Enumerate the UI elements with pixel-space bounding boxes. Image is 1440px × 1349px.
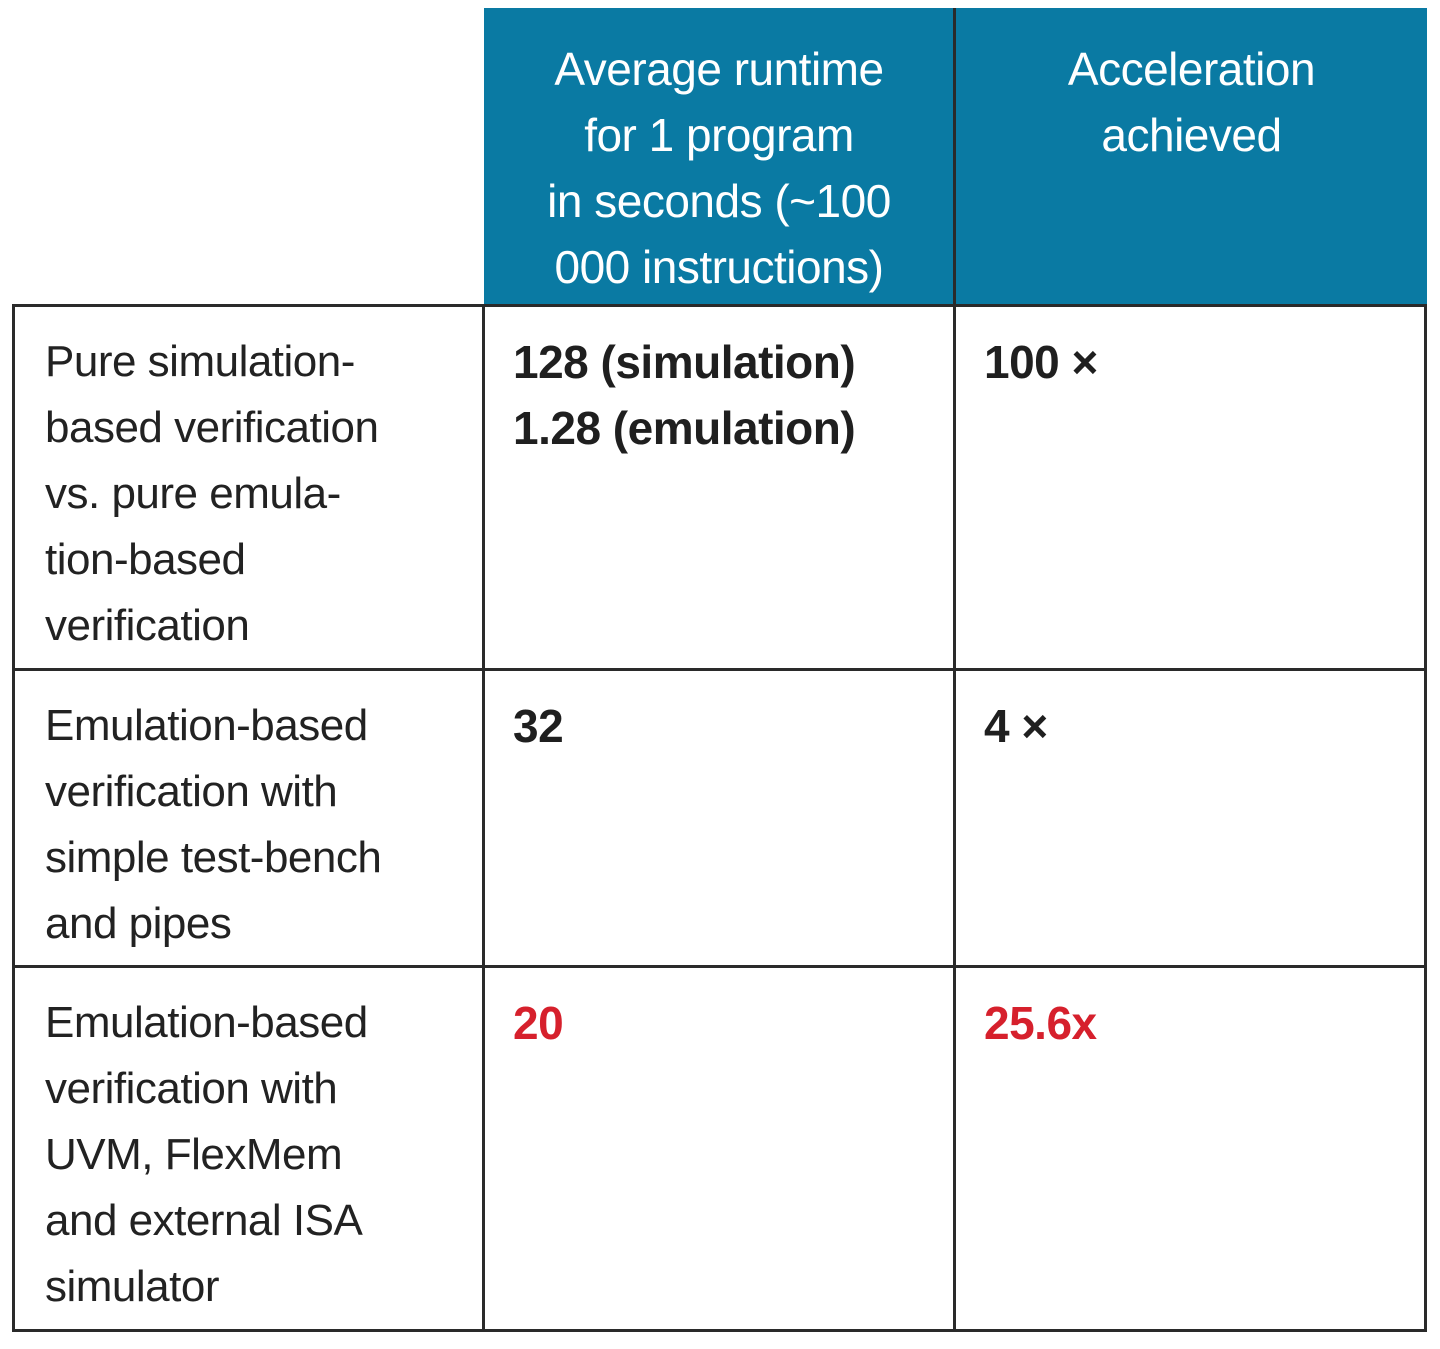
runtime-value-highlighted: 20 — [485, 968, 953, 1329]
header-acceleration-line: achieved — [1101, 109, 1282, 161]
row-label-line: verification — [45, 601, 250, 650]
row-label-line: simple test-bench — [45, 833, 382, 882]
row-label-line: verification with — [45, 1064, 338, 1113]
row-label-line: verification with — [45, 767, 338, 816]
column-header-runtime: Average runtime for 1 program in seconds… — [484, 8, 954, 305]
acceleration-value-highlighted: 25.6x — [956, 968, 1424, 1329]
acceleration-value: 4 × — [956, 671, 1424, 965]
row-label-line: simulator — [45, 1262, 220, 1311]
header-runtime-line: for 1 program — [584, 109, 854, 161]
runtime-value-line: 32 — [513, 700, 564, 752]
runtime-value-line: 128 (simulation) — [513, 336, 856, 388]
row-label-line: and external ISA — [45, 1196, 363, 1245]
row-label-line: and pipes — [45, 899, 232, 948]
table-row-label: Pure simulation- based verification vs. … — [15, 307, 482, 668]
table-border-top — [12, 304, 1427, 307]
table-border-bottom — [12, 1329, 1427, 1332]
acceleration-value: 100 × — [956, 307, 1424, 668]
header-acceleration-line: Acceleration — [1067, 43, 1316, 95]
runtime-value: 32 — [485, 671, 953, 965]
table-divider-col2 — [953, 8, 956, 1332]
row-label-line: tion-based — [45, 535, 246, 584]
runtime-value-line: 1.28 (emulation) — [513, 402, 856, 454]
table-row-label: Emulation-based verification with UVM, F… — [15, 968, 482, 1329]
header-runtime-line: Average runtime — [554, 43, 884, 95]
row-label-line: UVM, FlexMem — [45, 1130, 343, 1179]
row-label-line: based verification — [45, 403, 379, 452]
acceleration-value-text: 4 × — [984, 700, 1048, 752]
table-row-label: Emulation-based verification with simple… — [15, 671, 482, 965]
row-label-line: Emulation-based — [45, 701, 368, 750]
acceleration-value-text: 100 × — [984, 336, 1098, 388]
runtime-value: 128 (simulation) 1.28 (emulation) — [485, 307, 953, 668]
row-label-line: Pure simulation- — [45, 337, 355, 386]
header-runtime-line: in seconds (~100 — [547, 175, 891, 227]
table-border-row1 — [12, 668, 1427, 671]
table-border-right — [1424, 304, 1427, 1332]
acceleration-value-text: 25.6x — [984, 997, 1097, 1049]
runtime-value-line: 20 — [513, 997, 564, 1049]
table-border-row2 — [12, 965, 1427, 968]
table-border-left — [12, 304, 15, 1332]
table-divider-col1 — [482, 304, 485, 1332]
row-label-line: vs. pure emula- — [45, 469, 341, 518]
column-header-acceleration: Acceleration achieved — [956, 8, 1427, 305]
row-label-line: Emulation-based — [45, 998, 368, 1047]
header-runtime-line: 000 instructions) — [554, 241, 885, 293]
